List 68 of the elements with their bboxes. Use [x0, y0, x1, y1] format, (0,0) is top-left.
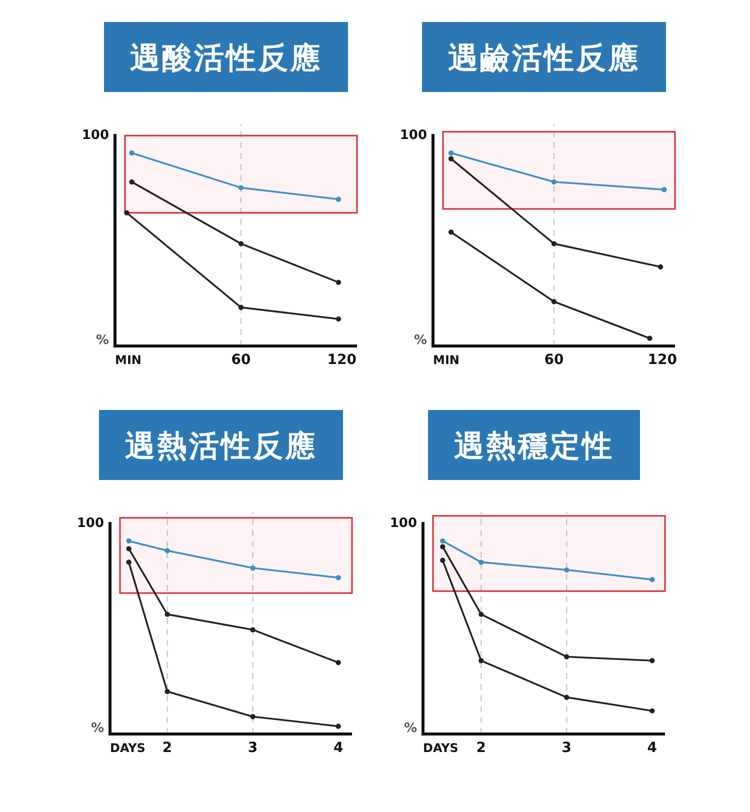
point — [440, 558, 446, 563]
point — [658, 264, 664, 270]
point — [650, 658, 655, 664]
y-axis-title: % — [414, 333, 427, 348]
chart-title: 遇鹼活性反應 — [448, 41, 640, 76]
point — [164, 612, 170, 617]
point — [250, 714, 256, 720]
point — [126, 538, 132, 544]
point — [238, 185, 244, 190]
point — [336, 316, 342, 322]
point — [336, 575, 341, 580]
chart-title: 遇熱活性反應 — [125, 429, 317, 464]
point — [129, 150, 134, 156]
point — [164, 688, 170, 694]
point — [478, 560, 484, 565]
point — [336, 724, 341, 729]
x-axis-title: MIN — [115, 353, 142, 367]
point — [250, 627, 256, 632]
x-tick-label: 60 — [544, 352, 564, 368]
y-axis-title: % — [90, 721, 104, 736]
point — [650, 708, 655, 714]
point — [238, 304, 244, 310]
point — [238, 241, 244, 246]
x-tick-label: 2 — [476, 740, 486, 756]
x-tick-label: 3 — [562, 740, 572, 756]
text: 100 — [390, 516, 417, 531]
point — [448, 150, 454, 156]
y-axis-title: % — [96, 333, 109, 348]
point — [448, 230, 454, 235]
x-tick-label: 120 — [648, 352, 678, 368]
y-axis-title: % — [404, 721, 417, 736]
chart-title: 遇熱穩定性 — [454, 429, 614, 464]
point — [336, 660, 341, 666]
point — [126, 546, 132, 552]
point — [440, 538, 446, 544]
x-axis-title: DAYS — [423, 741, 458, 755]
point — [650, 576, 655, 582]
x-axis-title: MIN — [433, 353, 460, 367]
x-axis-title: DAYS — [110, 741, 146, 755]
point — [164, 548, 170, 554]
point — [129, 179, 134, 185]
text: 100 — [82, 128, 109, 143]
point — [478, 612, 484, 617]
point — [551, 299, 557, 304]
x-tick-label: 4 — [647, 740, 658, 756]
point — [250, 565, 256, 571]
point — [448, 156, 454, 162]
point — [551, 179, 557, 185]
point — [440, 544, 446, 550]
x-tick-label: 4 — [333, 740, 344, 756]
point — [478, 658, 484, 664]
point — [662, 187, 667, 192]
x-tick-label: 3 — [248, 740, 258, 756]
point — [564, 654, 570, 660]
point — [564, 694, 570, 700]
chart-title: 遇酸活性反應 — [130, 41, 322, 76]
point — [647, 336, 652, 341]
point — [551, 241, 557, 246]
text: 100 — [400, 128, 427, 143]
point — [336, 280, 342, 285]
text: 100 — [76, 516, 104, 531]
x-tick-label: 120 — [327, 352, 357, 368]
x-tick-label: 2 — [162, 740, 172, 756]
point — [126, 560, 132, 565]
point — [336, 196, 342, 202]
point — [564, 567, 570, 573]
point — [124, 210, 130, 216]
x-tick-label: 60 — [231, 352, 252, 368]
